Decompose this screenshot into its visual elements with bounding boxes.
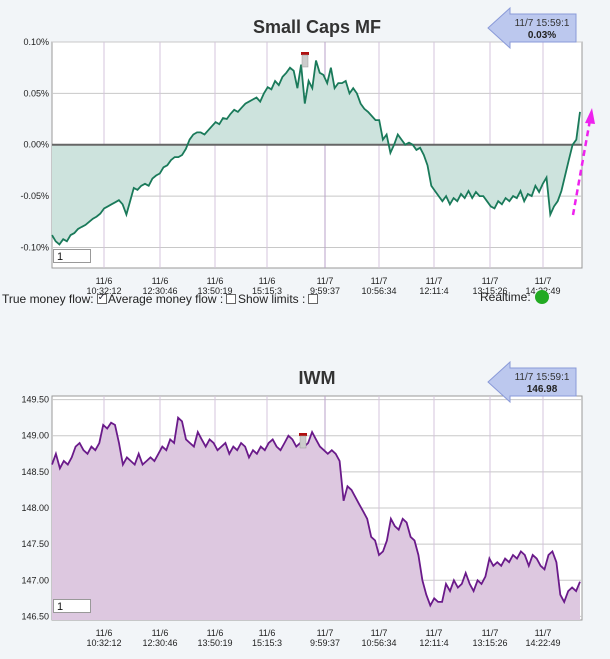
mf-peak-marker	[301, 52, 309, 55]
mf-x-tick-time: 13:50:19	[197, 286, 232, 296]
true-money-flow-control: True money flow:	[2, 292, 107, 306]
trend-arrow-icon	[571, 108, 595, 216]
mf-x-tick-time: 10:56:34	[361, 286, 396, 296]
mf-y-tick-label: 0.05%	[23, 88, 49, 98]
mf-callout-arrow	[487, 6, 577, 50]
mf-x-tick-date: 11/6	[152, 276, 169, 286]
iwm-callout-arrow	[487, 360, 577, 404]
iwm-x-tick-date: 11/6	[207, 628, 224, 638]
iwm-y-tick-label: 146.50	[21, 611, 49, 621]
mf-period-input[interactable]: 1	[53, 249, 91, 263]
iwm-y-tick-label: 148.00	[21, 503, 49, 513]
average-money-flow-label: Average money flow :	[108, 292, 224, 306]
iwm-x-tick-date: 11/7	[535, 628, 552, 638]
iwm-series-area	[52, 417, 580, 620]
show-limits-checkbox[interactable]	[308, 294, 319, 304]
iwm-y-tick-label: 147.00	[21, 575, 49, 585]
mf-x-tick-time: 13:15:26	[472, 286, 507, 296]
true-money-flow-label: True money flow:	[2, 292, 94, 306]
realtime-indicator-icon[interactable]	[534, 290, 549, 304]
iwm-x-tick-date: 11/7	[317, 628, 334, 638]
iwm-x-tick-time: 10:56:34	[361, 638, 396, 648]
mf-x-tick-date: 11/6	[207, 276, 224, 286]
mf-x-tick-time: 15:15:3	[252, 286, 282, 296]
iwm-y-tick-label: 149.00	[21, 431, 49, 441]
show-limits-label: Show limits :	[238, 292, 306, 306]
mf-x-tick-date: 11/6	[96, 276, 113, 286]
mf-x-tick-date: 11/6	[259, 276, 276, 286]
iwm-series-line	[51, 415, 581, 608]
mf-x-tick-date: 11/7	[371, 276, 388, 286]
average-money-flow-checkbox[interactable]	[226, 294, 237, 304]
iwm-y-tick-label: 148.50	[21, 467, 49, 477]
iwm-x-tick-time: 13:50:19	[197, 638, 232, 648]
show-limits-control: Show limits :	[238, 292, 319, 306]
mf-x-tick-time: 10:32:12	[86, 286, 121, 296]
iwm-x-tick-date: 11/7	[426, 628, 443, 638]
iwm-x-tick-date: 11/6	[96, 628, 113, 638]
iwm-chart-title: IWM	[299, 368, 336, 388]
iwm-x-tick-time: 12:30:46	[142, 638, 177, 648]
iwm-x-tick-date: 11/7	[482, 628, 499, 638]
mf-x-tick-time: 9:59:37	[310, 286, 340, 296]
chart-controls: True money flow: Average money flow : Sh…	[2, 290, 608, 308]
mf-chart-title: Small Caps MF	[253, 17, 381, 37]
iwm-chart: IWM 149.50 149.00 148.50 148.00 147.50 147.00 1…	[21, 360, 583, 648]
iwm-x-tick-time: 10:32:12	[86, 638, 121, 648]
mf-callout-value: 0.03%	[528, 30, 556, 41]
iwm-callout-time: 11/7 15:59:1	[515, 372, 570, 383]
iwm-peak-marker-stem	[299, 435, 307, 449]
iwm-y-tick-label: 147.50	[21, 539, 49, 549]
mf-y-tick-label: -0.05%	[20, 191, 49, 201]
realtime-control: Realtime:	[480, 290, 549, 304]
iwm-x-tick-date: 11/6	[152, 628, 169, 638]
iwm-x-tick-time: 14:22:49	[525, 638, 560, 648]
iwm-x-tick-time: 9:59:37	[310, 638, 340, 648]
mf-y-tick-label: 0.10%	[23, 37, 49, 47]
mf-y-tick-label: -0.10%	[20, 242, 49, 252]
mf-callout-time: 11/7 15:59:1	[515, 18, 570, 29]
mf-series-line	[51, 60, 581, 246]
iwm-x-tick-time: 15:15:3	[252, 638, 282, 648]
mf-x-tick-date: 11/7	[482, 276, 499, 286]
mf-x-tick-date: 11/7	[426, 276, 443, 286]
mf-x-tick-date: 11/7	[535, 276, 552, 286]
mf-value-callout: 11/7 15:59:10.03%	[487, 6, 577, 50]
iwm-x-tick-time: 12:11:4	[419, 638, 448, 648]
mf-x-tick-time: 12:11:4	[419, 286, 448, 296]
mf-x-tick-time: 12:30:46	[142, 286, 177, 296]
iwm-x-tick-date: 11/6	[259, 628, 276, 638]
mf-x-tick-date: 11/7	[317, 276, 334, 286]
iwm-y-tick-label: 149.50	[21, 395, 49, 405]
iwm-period-input[interactable]: 1	[53, 599, 91, 613]
iwm-peak-marker	[299, 433, 307, 436]
iwm-x-tick-date: 11/7	[371, 628, 388, 638]
iwm-x-tick-time: 13:15:26	[472, 638, 507, 648]
mf-peak-marker-stem	[301, 54, 309, 68]
realtime-label: Realtime:	[480, 290, 531, 304]
mf-y-tick-label: 0.00%	[23, 140, 49, 150]
mf-chart: Small Caps MF 0.10% 0.05% 0.00% -0.05% -0.10%…	[20, 6, 583, 296]
average-money-flow-control: Average money flow :	[108, 292, 237, 306]
iwm-callout-value: 146.98	[527, 384, 558, 395]
true-money-flow-checkbox[interactable]	[96, 292, 107, 304]
